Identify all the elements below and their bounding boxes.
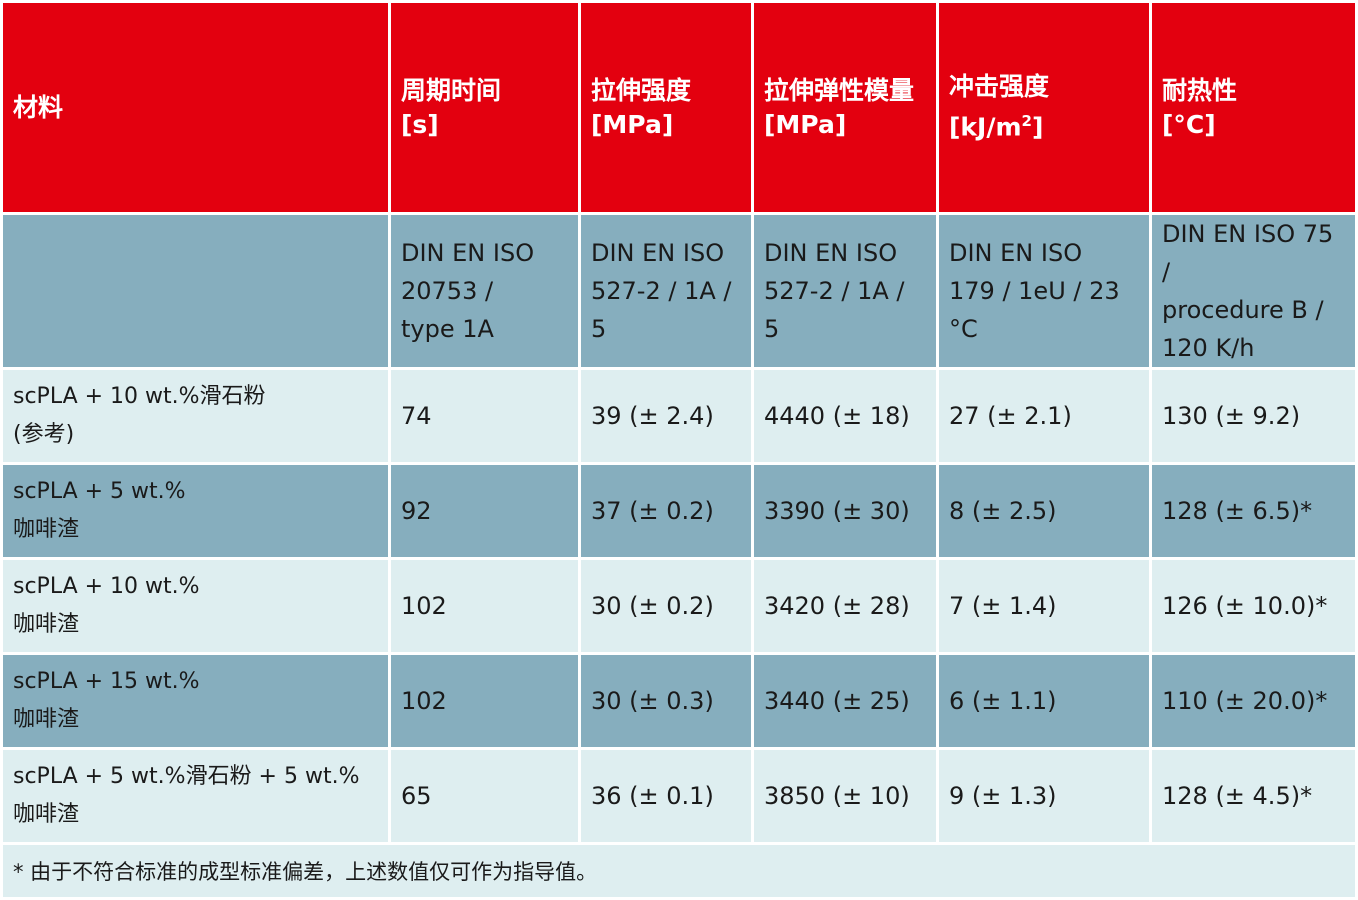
cycle-time-cell: 102 — [391, 560, 578, 652]
header-heat-resistance: 耐热性 [°C] — [1152, 3, 1355, 212]
footnote-row: * 由于不符合标准的成型标准偏差，上述数值仅可作为指导值。 — [3, 845, 1355, 897]
tensile-modulus-cell: 3440 (± 25) — [754, 655, 936, 747]
material-cell: scPLA + 5 wt.% 咖啡渣 — [3, 465, 388, 557]
impact-strength-cell: 27 (± 2.1) — [939, 370, 1149, 462]
cycle-time-cell: 92 — [391, 465, 578, 557]
table-row: scPLA + 15 wt.% 咖啡渣 102 30 (± 0.3) 3440 (… — [3, 655, 1355, 747]
heat-resistance-cell: 110 (± 20.0)* — [1152, 655, 1355, 747]
footnote: * 由于不符合标准的成型标准偏差，上述数值仅可作为指导值。 — [3, 845, 1355, 897]
material-cell: scPLA + 10 wt.% 咖啡渣 — [3, 560, 388, 652]
tensile-strength-cell: 37 (± 0.2) — [581, 465, 751, 557]
cycle-time-cell: 102 — [391, 655, 578, 747]
tensile-strength-cell: 30 (± 0.2) — [581, 560, 751, 652]
table-row: scPLA + 5 wt.%滑石粉 + 5 wt.% 咖啡渣 65 36 (± 0… — [3, 750, 1355, 842]
impact-strength-cell: 6 (± 1.1) — [939, 655, 1149, 747]
material-cell: scPLA + 10 wt.%滑石粉 (参考) — [3, 370, 388, 462]
impact-strength-cell: 8 (± 2.5) — [939, 465, 1149, 557]
header-row: 材料 周期时间 [s] 拉伸强度 [MPa] 拉伸弹性模量 [MPa] 冲击强度 [kJ… — [3, 3, 1355, 212]
cycle-time-cell: 65 — [391, 750, 578, 842]
header-impact-strength: 冲击强度 [kJ/m2] — [939, 3, 1149, 212]
norm-heat-resistance: DIN EN ISO 75 /procedure B /120 K/h — [1152, 215, 1355, 367]
header-tensile-strength: 拉伸强度 [MPa] — [581, 3, 751, 212]
tensile-modulus-cell: 4440 (± 18) — [754, 370, 936, 462]
tensile-modulus-cell: 3850 (± 10) — [754, 750, 936, 842]
heat-resistance-cell: 128 (± 6.5)* — [1152, 465, 1355, 557]
norm-material-cell — [3, 215, 388, 367]
tensile-strength-cell: 36 (± 0.1) — [581, 750, 751, 842]
tensile-modulus-cell: 3390 (± 30) — [754, 465, 936, 557]
table-row: scPLA + 5 wt.% 咖啡渣 92 37 (± 0.2) 3390 (± … — [3, 465, 1355, 557]
impact-strength-cell: 9 (± 1.3) — [939, 750, 1149, 842]
table-row: scPLA + 10 wt.%滑石粉 (参考) 74 39 (± 2.4) 444… — [3, 370, 1355, 462]
norm-tensile-modulus: DIN EN ISO 527-2 / 1A / 5 — [754, 215, 936, 367]
table-row: scPLA + 10 wt.% 咖啡渣 102 30 (± 0.2) 3420 (… — [3, 560, 1355, 652]
header-cycle-time: 周期时间 [s] — [391, 3, 578, 212]
tensile-strength-cell: 30 (± 0.3) — [581, 655, 751, 747]
material-cell: scPLA + 15 wt.% 咖啡渣 — [3, 655, 388, 747]
norms-row: DIN EN ISO 20753 /type 1A DIN EN ISO 527-2… — [3, 215, 1355, 367]
norm-cycle-time: DIN EN ISO 20753 /type 1A — [391, 215, 578, 367]
tensile-modulus-cell: 3420 (± 28) — [754, 560, 936, 652]
header-tensile-modulus: 拉伸弹性模量 [MPa] — [754, 3, 936, 212]
cycle-time-cell: 74 — [391, 370, 578, 462]
header-material: 材料 — [3, 3, 388, 212]
heat-resistance-cell: 126 (± 10.0)* — [1152, 560, 1355, 652]
heat-resistance-cell: 128 (± 4.5)* — [1152, 750, 1355, 842]
material-cell: scPLA + 5 wt.%滑石粉 + 5 wt.% 咖啡渣 — [3, 750, 388, 842]
tensile-strength-cell: 39 (± 2.4) — [581, 370, 751, 462]
heat-resistance-cell: 130 (± 9.2) — [1152, 370, 1355, 462]
norm-impact-strength: DIN EN ISO 179 / 1eU / 23 °C — [939, 215, 1149, 367]
impact-strength-cell: 7 (± 1.4) — [939, 560, 1149, 652]
norm-tensile-strength: DIN EN ISO 527-2 / 1A / 5 — [581, 215, 751, 367]
